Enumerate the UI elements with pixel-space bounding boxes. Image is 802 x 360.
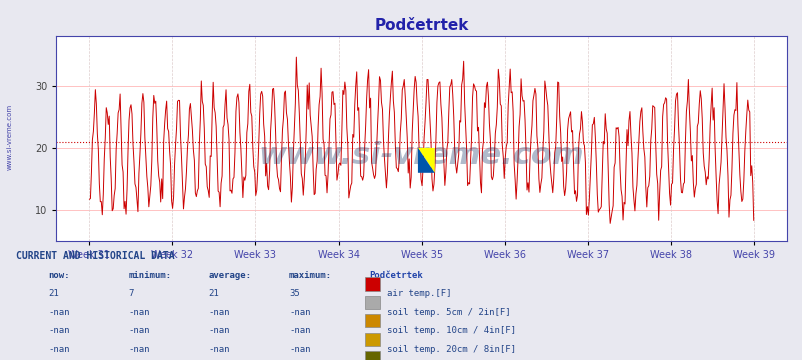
Text: -nan: -nan [128,308,150,317]
Text: -nan: -nan [289,345,310,354]
Text: -nan: -nan [289,326,310,335]
Text: 35: 35 [289,289,299,298]
Text: -nan: -nan [128,345,150,354]
Text: Podčetrtek: Podčetrtek [369,271,423,280]
Text: 7: 7 [128,289,134,298]
Text: maximum:: maximum: [289,271,332,280]
Text: average:: average: [209,271,252,280]
Text: air temp.[F]: air temp.[F] [387,289,451,298]
Text: -nan: -nan [48,308,70,317]
Text: soil temp. 10cm / 4in[F]: soil temp. 10cm / 4in[F] [387,326,516,335]
Bar [365,278,379,291]
Bar [365,296,379,309]
Text: now:: now: [48,271,70,280]
Bar [365,333,379,346]
Text: soil temp. 5cm / 2in[F]: soil temp. 5cm / 2in[F] [387,308,510,317]
Bar [365,351,379,360]
Text: -nan: -nan [289,308,310,317]
Text: CURRENT AND HISTORICAL DATA: CURRENT AND HISTORICAL DATA [16,251,175,261]
Text: www.si-vreme.com: www.si-vreme.com [258,140,584,170]
Text: 21: 21 [209,289,219,298]
Text: -nan: -nan [48,345,70,354]
Polygon shape [417,148,434,173]
Text: -nan: -nan [128,326,150,335]
Title: Podčetrtek: Podčetrtek [374,18,468,33]
Text: -nan: -nan [209,308,230,317]
Text: 21: 21 [48,289,59,298]
Text: -nan: -nan [209,345,230,354]
Text: soil temp. 20cm / 8in[F]: soil temp. 20cm / 8in[F] [387,345,516,354]
Text: minimum:: minimum: [128,271,172,280]
Polygon shape [417,148,434,173]
Text: www.si-vreme.com: www.si-vreme.com [6,104,13,170]
Text: -nan: -nan [48,326,70,335]
Bar [365,314,379,327]
Text: -nan: -nan [209,326,230,335]
